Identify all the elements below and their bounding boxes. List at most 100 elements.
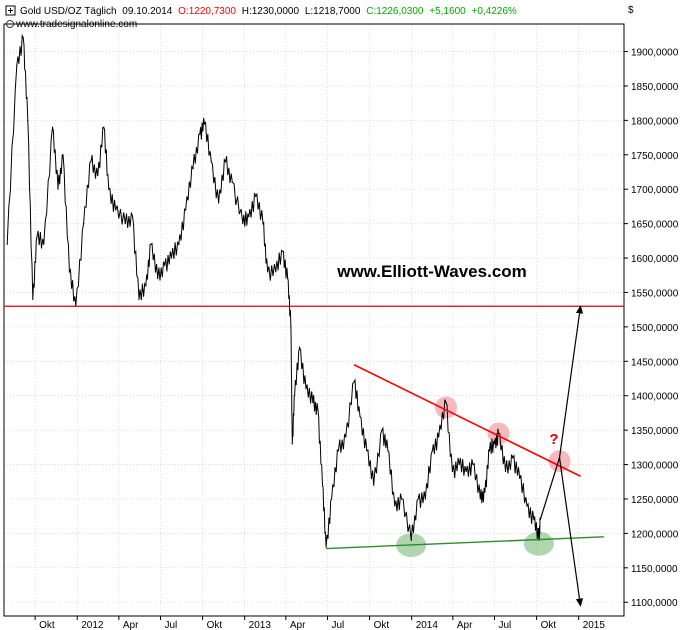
price-point — [124, 223, 126, 225]
price-point — [131, 216, 134, 218]
y-tick-label: 1500,0000 — [631, 323, 679, 334]
price-point — [410, 539, 412, 541]
quote-change-pct: +0,4226% — [472, 6, 517, 17]
projection-up-arrow — [539, 305, 584, 520]
y-tick-label: 1100,0000 — [631, 598, 678, 609]
price-series — [6, 33, 541, 548]
plot-frame — [3, 23, 625, 617]
y-tick-label: 1400,0000 — [631, 392, 679, 403]
currency-label: $ — [628, 5, 634, 16]
price-point — [248, 216, 250, 218]
x-tick-label: Apr — [290, 620, 306, 630]
price-point — [484, 491, 486, 493]
x-axis: Okt 2012 Apr Jul Okt 2013 Apr Jul Okt 2014 Apr Jul O… — [34, 616, 606, 630]
price-point — [115, 209, 117, 211]
plus-icon — [8, 8, 13, 13]
price-point — [138, 298, 140, 300]
price-point — [472, 463, 474, 466]
instrument-label: Gold USD/OZ Täglich — [20, 6, 117, 17]
price-point — [287, 278, 289, 280]
price-point — [199, 133, 201, 135]
price-point — [178, 243, 180, 245]
price-point — [512, 457, 514, 459]
price-point — [68, 271, 71, 273]
y-tick-label: 1350,0000 — [631, 426, 679, 437]
price-point — [504, 470, 507, 473]
quote-high: H:1230,0000 — [242, 6, 300, 17]
x-tick-label: 2015 — [583, 620, 606, 630]
price-point — [266, 271, 269, 273]
y-tick-label: 1450,0000 — [631, 357, 679, 368]
price-point — [381, 429, 383, 431]
price-point — [298, 346, 301, 349]
y-tick-label: 1550,0000 — [631, 288, 679, 299]
markers — [396, 396, 571, 558]
x-tick-label: Jul — [499, 620, 512, 630]
x-tick-label: Okt — [374, 620, 390, 630]
quote-open: O:1220,7300 — [178, 6, 236, 17]
price-point — [282, 250, 284, 252]
x-tick-label: Jul — [164, 620, 177, 630]
source-label: www.tradesignalonline.com — [15, 19, 137, 30]
price-point — [438, 436, 440, 438]
price-point — [108, 188, 110, 190]
y-tick-label: 1900,0000 — [631, 48, 679, 59]
price-point — [445, 402, 447, 404]
price-point — [401, 498, 403, 500]
price-point — [493, 443, 496, 445]
price-point — [519, 477, 521, 479]
trendlines — [4, 305, 624, 550]
x-tick-label: 2014 — [416, 620, 439, 630]
price-point — [275, 271, 277, 273]
price-point — [22, 37, 24, 39]
support-trendline — [326, 536, 604, 550]
projection-down-arrow — [558, 457, 584, 607]
price-point — [157, 278, 159, 280]
price-point — [359, 415, 361, 417]
y-tick-label: 1300,0000 — [631, 461, 679, 472]
x-tick-label: 2012 — [81, 620, 104, 630]
projections — [539, 305, 584, 607]
x-tick-label: Okt — [207, 620, 223, 630]
price-point — [387, 450, 389, 452]
price-point — [43, 243, 45, 245]
x-tick-label: Apr — [123, 620, 139, 630]
price-point — [224, 161, 227, 163]
price-point — [51, 126, 54, 128]
price-point — [27, 119, 29, 121]
price-line — [6, 33, 541, 548]
y-tick-label: 1600,0000 — [631, 254, 679, 265]
y-tick-label: 1200,0000 — [631, 529, 679, 540]
quote-close: C:1226,0300 — [366, 6, 424, 17]
quote-low: L:1218,7000 — [305, 6, 361, 17]
y-tick-label: 1800,0000 — [631, 116, 679, 127]
price-point — [16, 64, 18, 66]
price-point — [465, 470, 467, 473]
price-point — [424, 498, 427, 500]
price-point — [36, 236, 38, 238]
price-point — [526, 505, 528, 507]
x-tick-label: Okt — [541, 620, 557, 630]
watermark: www.Elliott-Waves.com — [336, 262, 527, 281]
price-point — [145, 284, 147, 287]
price-point — [164, 264, 166, 266]
price-point — [217, 202, 220, 204]
price-point — [498, 432, 500, 435]
price-point — [32, 298, 34, 300]
price-point — [394, 505, 396, 507]
price-point — [293, 395, 296, 397]
price-point — [62, 154, 64, 156]
price-point — [488, 450, 491, 452]
x-tick-label: Okt — [39, 620, 55, 630]
grid — [4, 24, 624, 616]
pink-marker — [435, 396, 458, 419]
price-point — [203, 123, 206, 125]
price-point — [366, 450, 368, 452]
price-point — [6, 243, 8, 245]
price-point — [317, 408, 319, 411]
x-tick-label: 2013 — [249, 620, 272, 630]
price-point — [345, 436, 347, 438]
price-point — [255, 195, 257, 197]
price-point — [451, 470, 454, 473]
price-point — [458, 463, 460, 466]
